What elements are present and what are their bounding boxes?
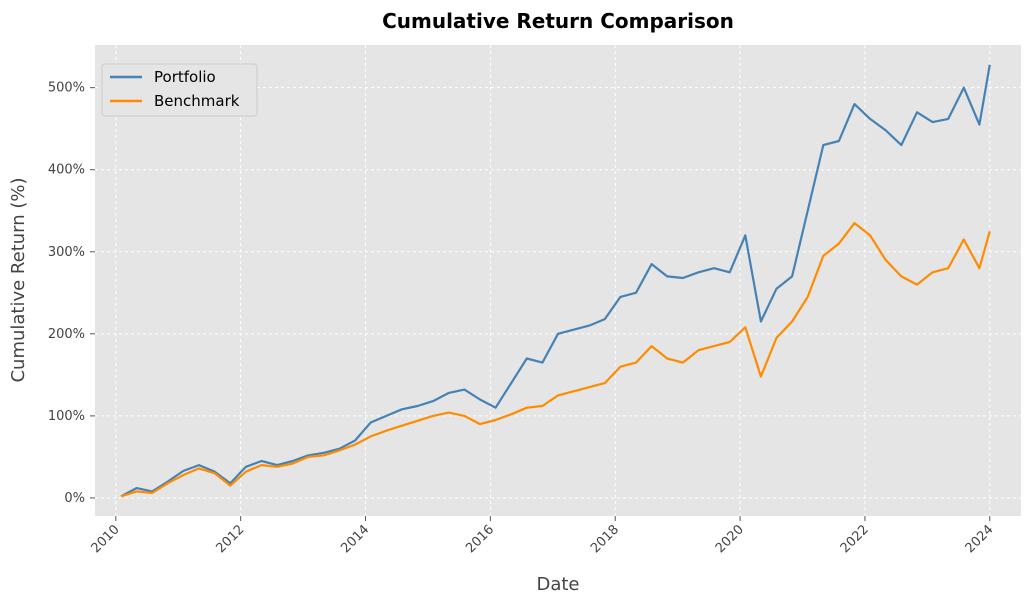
series-line-portfolio — [120, 64, 991, 498]
y-tick-label: 400% — [48, 163, 85, 178]
y-axis-label: Cumulative Return (%) — [8, 177, 29, 382]
x-tick-label: 2018 — [588, 522, 622, 556]
y-tick-label: 200% — [48, 327, 85, 342]
legend-label-portfolio: Portfolio — [154, 68, 216, 86]
x-tick-label: 2022 — [838, 522, 872, 556]
x-tick-label: 2010 — [89, 522, 123, 556]
x-tick-label: 2012 — [213, 522, 247, 556]
series-line-benchmark — [120, 222, 991, 498]
x-tick-label: 2024 — [963, 522, 997, 556]
x-tick-label: 2014 — [338, 522, 372, 556]
x-axis: 2010 2012 2014 2016 2018 2020 2022 2024 — [89, 516, 997, 556]
y-tick-label: 500% — [48, 81, 85, 96]
x-axis-label: Date — [536, 574, 579, 595]
x-tick-label: 2016 — [463, 522, 497, 556]
y-tick-label: 300% — [48, 245, 85, 260]
y-tick-label: 100% — [48, 409, 85, 424]
x-tick-label: 2020 — [713, 522, 747, 556]
y-axis: 0% 100% 200% 300% 400% 500% — [48, 81, 95, 506]
plot-area — [95, 45, 1021, 516]
legend-label-benchmark: Benchmark — [154, 92, 240, 110]
legend: Portfolio Benchmark — [101, 63, 258, 117]
chart-title: Cumulative Return Comparison — [382, 9, 734, 33]
y-tick-label: 0% — [64, 491, 85, 506]
series-lines — [120, 64, 991, 498]
